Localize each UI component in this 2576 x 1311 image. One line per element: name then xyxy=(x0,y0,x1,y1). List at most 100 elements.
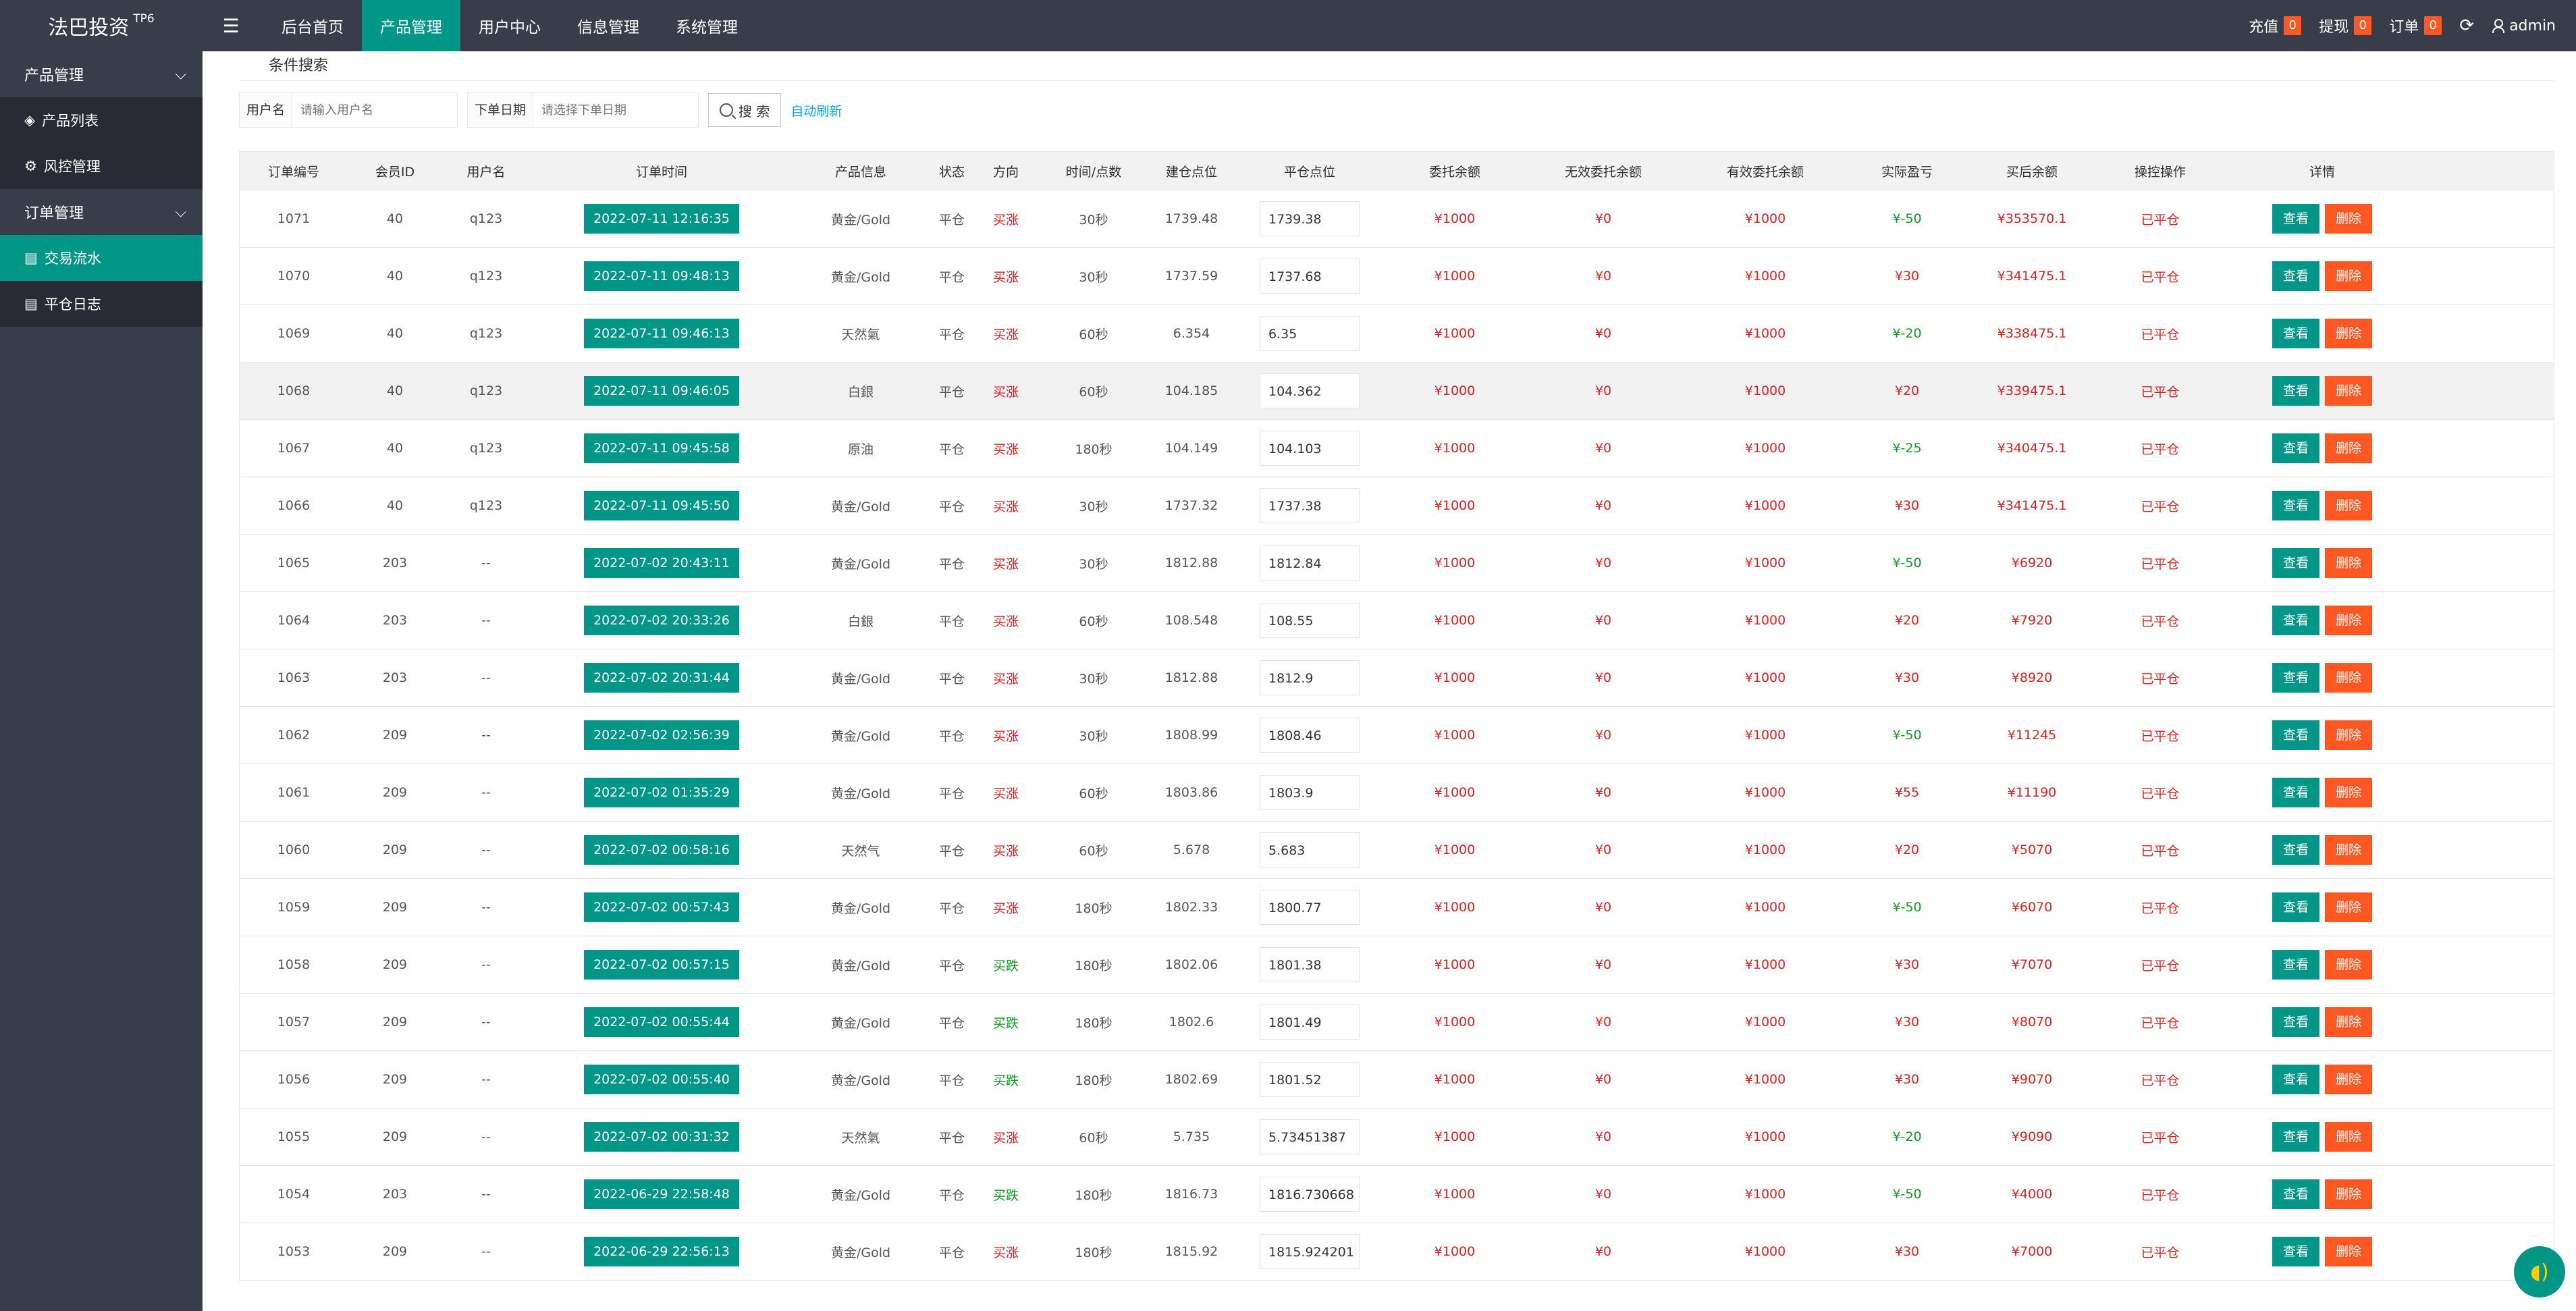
delete-button[interactable]: 删除 xyxy=(2325,606,2373,635)
delete-button[interactable]: 删除 xyxy=(2325,1237,2373,1266)
date-input[interactable] xyxy=(533,94,699,126)
nav-home[interactable]: 后台首页 xyxy=(281,19,344,36)
delete-button[interactable]: 删除 xyxy=(2325,835,2373,865)
view-button[interactable]: 查看 xyxy=(2272,491,2319,520)
delete-button[interactable]: 删除 xyxy=(2325,1179,2373,1209)
view-button[interactable]: 查看 xyxy=(2272,720,2319,750)
delete-button[interactable]: 删除 xyxy=(2325,261,2373,291)
user-menu[interactable]: admin xyxy=(2492,18,2556,34)
close-price-input[interactable]: 1808.46 xyxy=(1260,718,1360,753)
col-header[interactable]: 无效委托余额 xyxy=(1564,164,1642,180)
floating-action-button[interactable]: ◖) xyxy=(2514,1246,2565,1297)
sidebar-group-order[interactable]: 订单管理 ⌵ xyxy=(0,189,203,235)
delete-button[interactable]: 删除 xyxy=(2325,950,2373,980)
close-price-input[interactable]: 1801.49 xyxy=(1260,1005,1360,1040)
delete-button[interactable]: 删除 xyxy=(2325,1122,2373,1152)
close-price-input[interactable]: 1737.68 xyxy=(1260,259,1360,294)
col-header[interactable]: 买后余额 xyxy=(2006,164,2058,180)
col-header[interactable]: 状态 xyxy=(938,164,965,180)
delete-button[interactable]: 删除 xyxy=(2325,778,2373,807)
order-label: 订单 xyxy=(2389,19,2419,36)
col-header[interactable]: 产品信息 xyxy=(834,164,886,180)
view-button[interactable]: 查看 xyxy=(2272,433,2319,463)
delete-button[interactable]: 删除 xyxy=(2325,1007,2373,1037)
menu-toggle-icon[interactable]: ☰ xyxy=(222,14,240,37)
close-price-input[interactable]: 1739.38 xyxy=(1260,201,1360,236)
col-header[interactable]: 订单编号 xyxy=(267,164,319,180)
view-button[interactable]: 查看 xyxy=(2272,204,2319,234)
recharge-link[interactable]: 充值 0 xyxy=(2249,15,2302,36)
order-link[interactable]: 订单 0 xyxy=(2389,15,2442,36)
nav-user-center[interactable]: 用户中心 xyxy=(479,19,541,36)
col-header[interactable]: 操控操作 xyxy=(2134,164,2186,180)
view-button[interactable]: 查看 xyxy=(2272,1007,2319,1037)
delete-button[interactable]: 删除 xyxy=(2325,1065,2373,1094)
col-header[interactable]: 订单时间 xyxy=(635,164,687,180)
close-price-input[interactable]: 1801.38 xyxy=(1260,947,1360,982)
view-button[interactable]: 查看 xyxy=(2272,261,2319,291)
delete-button[interactable]: 删除 xyxy=(2325,376,2373,406)
delete-button[interactable]: 删除 xyxy=(2325,204,2373,234)
auto-refresh-link[interactable]: 自动刷新 xyxy=(790,103,842,119)
col-header[interactable]: 平仓点位 xyxy=(1283,164,1335,180)
view-button[interactable]: 查看 xyxy=(2272,376,2319,406)
sidebar-item-risk[interactable]: ⚙ 风控管理 xyxy=(0,143,203,189)
delete-button[interactable]: 删除 xyxy=(2325,433,2373,463)
nav-info[interactable]: 信息管理 xyxy=(577,19,639,36)
nav-system[interactable]: 系统管理 xyxy=(676,19,738,36)
view-button[interactable]: 查看 xyxy=(2272,1179,2319,1209)
view-button[interactable]: 查看 xyxy=(2272,892,2319,922)
search-button[interactable]: 搜 索 xyxy=(708,93,782,127)
logo[interactable]: 法巴投资 TP6 xyxy=(0,0,203,51)
close-price-input[interactable]: 1812.84 xyxy=(1260,545,1360,581)
view-button[interactable]: 查看 xyxy=(2272,1122,2319,1152)
close-price-input[interactable]: 5.683 xyxy=(1260,832,1360,867)
close-price-input[interactable]: 6.35 xyxy=(1260,316,1360,351)
delete-button[interactable]: 删除 xyxy=(2325,892,2373,922)
view-button[interactable]: 查看 xyxy=(2272,835,2319,865)
view-button[interactable]: 查看 xyxy=(2272,950,2319,980)
col-header[interactable]: 建仓点位 xyxy=(1165,164,1217,180)
close-price-input[interactable]: 104.362 xyxy=(1260,373,1360,408)
delete-button[interactable]: 删除 xyxy=(2325,663,2373,693)
close-price-input[interactable]: 104.103 xyxy=(1260,431,1360,466)
view-button[interactable]: 查看 xyxy=(2272,1237,2319,1266)
sidebar-item-product-list[interactable]: ◈ 产品列表 xyxy=(0,97,203,143)
view-button[interactable]: 查看 xyxy=(2272,663,2319,693)
sidebar-item-trade-flow[interactable]: ▤ 交易流水 xyxy=(0,235,203,281)
username-input[interactable] xyxy=(292,94,458,126)
open-price-cell: 1812.88 xyxy=(1151,556,1232,570)
sidebar-item-close-log[interactable]: ▤ 平仓日志 xyxy=(0,281,203,327)
col-header[interactable]: 委托余额 xyxy=(1428,164,1480,180)
close-price-input[interactable]: 1800.77 xyxy=(1260,890,1360,925)
view-button[interactable]: 查看 xyxy=(2272,778,2319,807)
close-price-input[interactable]: 108.55 xyxy=(1260,603,1360,638)
view-button[interactable]: 查看 xyxy=(2272,548,2319,578)
close-price-input[interactable]: 1737.38 xyxy=(1260,488,1360,523)
close-price-input[interactable]: 1803.9 xyxy=(1260,775,1360,810)
col-header[interactable]: 有效委托余额 xyxy=(1726,164,1804,180)
sidebar-group-product[interactable]: 产品管理 ⌵ xyxy=(0,51,203,97)
refresh-icon[interactable]: ⟳ xyxy=(2459,16,2475,36)
col-header[interactable]: 会员ID xyxy=(375,164,415,180)
nav-product[interactable]: 产品管理 xyxy=(362,0,460,51)
delete-button[interactable]: 删除 xyxy=(2325,491,2373,520)
view-button[interactable]: 查看 xyxy=(2272,319,2319,348)
close-price-input[interactable]: 1812.9 xyxy=(1260,660,1360,695)
control-op-value: 已平仓 xyxy=(2141,901,2180,916)
view-button[interactable]: 查看 xyxy=(2272,1065,2319,1094)
close-price-input[interactable]: 5.73451387 xyxy=(1260,1119,1360,1154)
delete-button[interactable]: 删除 xyxy=(2325,319,2373,348)
delete-button[interactable]: 删除 xyxy=(2325,548,2373,578)
col-header[interactable]: 详情 xyxy=(2309,164,2335,180)
close-price-input[interactable]: 1815.924201 xyxy=(1260,1234,1360,1269)
delete-button[interactable]: 删除 xyxy=(2325,720,2373,750)
col-header[interactable]: 用户名 xyxy=(466,164,506,180)
col-header[interactable]: 实际盈亏 xyxy=(1881,164,1933,180)
close-price-input[interactable]: 1816.730668 xyxy=(1260,1177,1360,1212)
withdraw-link[interactable]: 提现 0 xyxy=(2319,15,2372,36)
col-header[interactable]: 时间/点数 xyxy=(1065,164,1122,180)
col-header[interactable]: 方向 xyxy=(992,164,1019,180)
close-price-input[interactable]: 1801.52 xyxy=(1260,1062,1360,1097)
view-button[interactable]: 查看 xyxy=(2272,606,2319,635)
